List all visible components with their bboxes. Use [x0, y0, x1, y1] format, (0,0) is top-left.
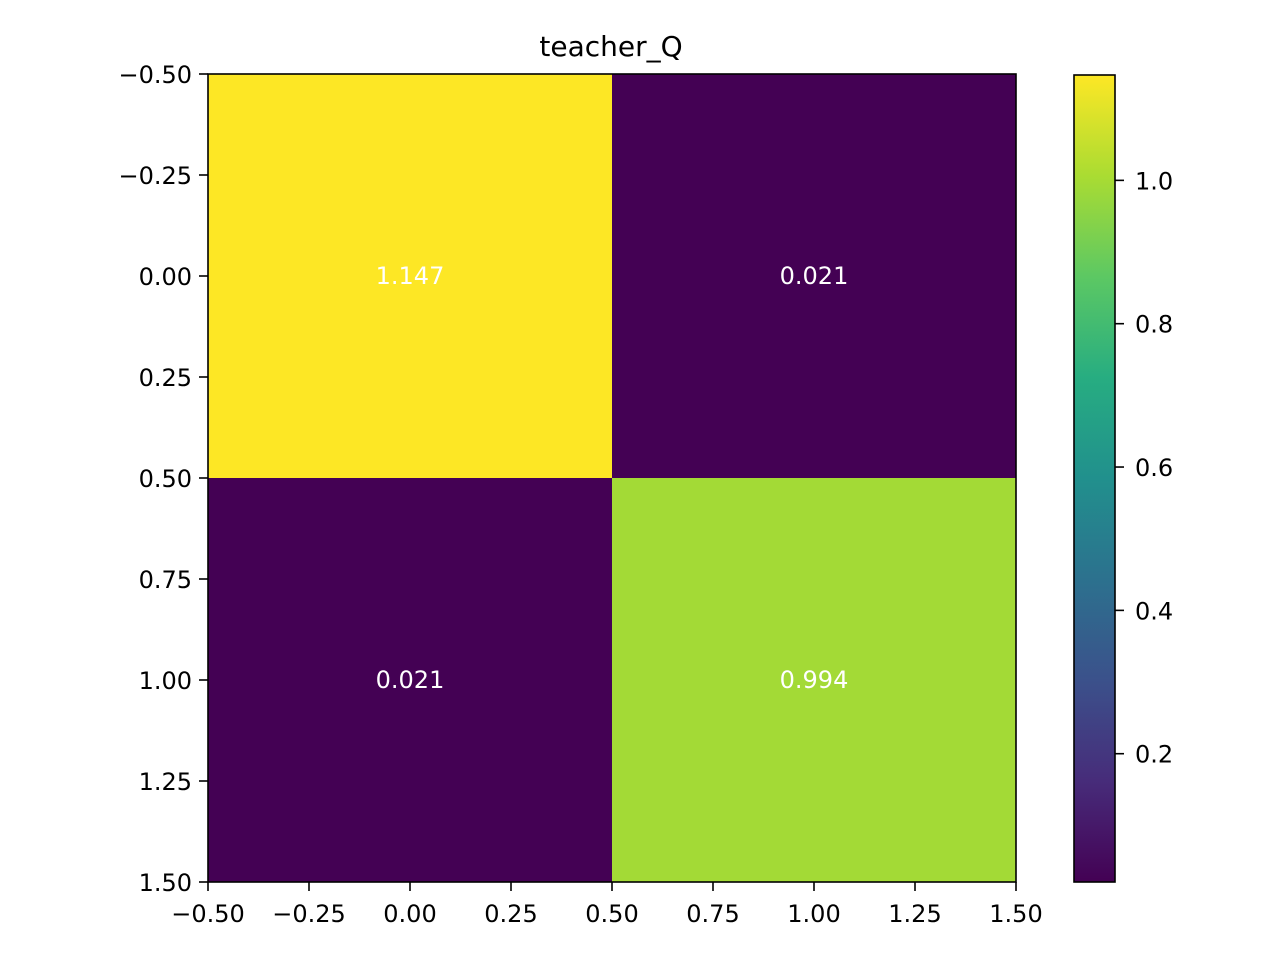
colorbar-axis: 0.2 0.4 0.6 0.8 1.0: [1115, 167, 1173, 769]
cell-label-r0-c1: 0.021: [780, 262, 849, 290]
y-tick-label: 1.00: [139, 667, 192, 695]
y-tick-label: 0.00: [139, 263, 192, 291]
y-tick-label: −0.25: [118, 162, 192, 190]
colorbar-tick-label: 0.8: [1135, 311, 1173, 339]
heatmap-cell-r1-c0: [208, 478, 612, 882]
y-tick-label: 1.50: [139, 869, 192, 897]
x-tick-label: −0.25: [272, 900, 346, 928]
y-tick-label: 0.50: [139, 465, 192, 493]
colorbar-tick-label: 1.0: [1135, 167, 1173, 195]
x-tick-label: 0.75: [686, 900, 739, 928]
x-tick-label: −0.50: [171, 900, 245, 928]
cell-labels: 1.147 0.021 0.021 0.994: [376, 262, 849, 694]
x-tick-label: 0.50: [585, 900, 638, 928]
cell-label-r0-c0: 1.147: [376, 262, 445, 290]
y-axis: −0.50 −0.25 0.00 0.25 0.50 0.75 1.00 1.25 1.50: [118, 61, 208, 897]
x-axis: −0.50 −0.25 0.00 0.25 0.50 0.75 1.00 1.25 1.50: [171, 882, 1043, 928]
colorbar-tick-label: 0.4: [1135, 597, 1173, 625]
cell-label-r1-c0: 0.021: [376, 666, 445, 694]
heatmap-cell-r0-c0: [208, 74, 612, 478]
cell-label-r1-c1: 0.994: [780, 666, 849, 694]
heatmap-cell-r1-c1: [612, 478, 1016, 882]
chart-title: teacher_Q: [539, 30, 682, 63]
heatmap-cells: [208, 74, 1016, 882]
y-tick-label: −0.50: [118, 61, 192, 89]
x-tick-label: 1.50: [989, 900, 1042, 928]
y-tick-label: 0.75: [139, 566, 192, 594]
x-tick-label: 0.00: [383, 900, 436, 928]
x-tick-label: 1.00: [787, 900, 840, 928]
colorbar-tick-label: 0.6: [1135, 454, 1173, 482]
y-tick-label: 0.25: [139, 364, 192, 392]
y-tick-label: 1.25: [139, 768, 192, 796]
heatmap-cell-r0-c1: [612, 74, 1016, 478]
colorbar-tick-label: 0.2: [1135, 741, 1173, 769]
x-tick-label: 0.25: [484, 900, 537, 928]
colorbar: [1073, 74, 1116, 883]
x-tick-label: 1.25: [888, 900, 941, 928]
